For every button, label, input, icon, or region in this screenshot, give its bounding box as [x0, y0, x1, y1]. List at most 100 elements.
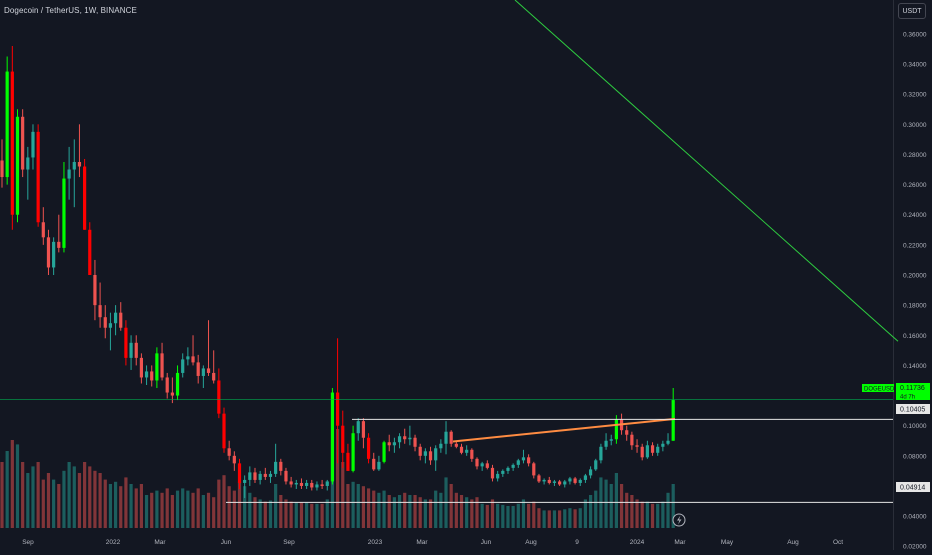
candle-body [578, 479, 582, 483]
candle-body [305, 482, 309, 486]
candle-body [366, 437, 371, 459]
x-tick-label: Jun [221, 539, 232, 546]
drawings[interactable] [0, 0, 899, 503]
candle-body [671, 400, 675, 441]
candle-body [253, 472, 257, 480]
volume-bar [175, 490, 180, 528]
volume-bar [382, 490, 386, 528]
candle-body [527, 457, 531, 464]
volume-bar [537, 508, 541, 528]
candle-body [139, 357, 144, 378]
candle-body [516, 460, 520, 465]
volume-bar [217, 479, 221, 528]
candle-body [470, 449, 474, 459]
candle-body [83, 166, 87, 230]
candle-body [465, 449, 469, 453]
volume-bar [521, 499, 526, 528]
x-tick-label: Aug [787, 539, 799, 546]
candle-body [552, 481, 557, 483]
volume-bar [144, 495, 149, 528]
candle-body [299, 482, 304, 486]
volume-bar [274, 484, 278, 528]
volume-bar [609, 484, 613, 528]
volume-bar [454, 492, 458, 528]
x-tick-label: Mar [154, 539, 166, 546]
volume-bar [650, 503, 655, 528]
volume-bar [268, 500, 273, 528]
candle-body [475, 458, 479, 467]
volume-bar [351, 481, 355, 528]
volume-bar [21, 462, 25, 528]
candle-body [434, 448, 438, 461]
candle-body [661, 443, 665, 447]
candle-body [134, 342, 138, 358]
candle-body [98, 305, 102, 318]
green-trendline [514, 0, 899, 342]
x-tick-label: 2024 [630, 539, 645, 546]
volume-bar [212, 497, 216, 528]
volume-bar [614, 473, 618, 528]
volume-bar [320, 503, 324, 528]
y-tick-label: 0.18000 [903, 303, 927, 310]
alert-icon[interactable] [672, 513, 686, 527]
candle-body [490, 467, 495, 479]
candle-body [325, 481, 329, 486]
volume-bar [227, 486, 231, 528]
candle-body [181, 359, 185, 373]
candle-body [568, 478, 572, 482]
currency-button[interactable]: USDT [898, 3, 926, 19]
volume-bar [103, 479, 107, 528]
candle-body [258, 473, 262, 480]
volume-bar [341, 462, 345, 528]
candle-body [413, 437, 417, 447]
candle-body [387, 442, 391, 446]
volume-bar [201, 495, 205, 528]
candle-body [119, 312, 123, 328]
volume-bar [516, 503, 520, 528]
candle-body [392, 442, 396, 446]
candle-body [501, 470, 505, 474]
volume-bar [423, 499, 427, 528]
support-price-tag: 0.04914 [900, 485, 925, 492]
candle-body [640, 446, 644, 458]
volume-bar [237, 481, 242, 528]
volume-bar [671, 484, 675, 528]
volume-bar [366, 488, 371, 528]
candle-body [196, 362, 200, 376]
candle-body [563, 481, 567, 485]
x-tick-label: Sep [22, 539, 34, 546]
candle-body [444, 431, 448, 444]
volume-bar [346, 484, 350, 528]
candle-body [532, 463, 536, 476]
y-tick-label: 0.14000 [903, 363, 927, 370]
volume-bar [181, 488, 185, 528]
symbol-tag: DOGEUSDT [864, 387, 898, 393]
volume-bar [160, 492, 164, 528]
volume-bar [583, 499, 588, 528]
volume-bar [558, 510, 562, 528]
candle-body [15, 116, 20, 215]
candle-body [222, 413, 226, 449]
volume-bar [88, 466, 92, 528]
symbol-tag-bg [862, 384, 894, 392]
candle-body [666, 440, 670, 444]
volume-bars [0, 429, 675, 528]
volume-bar [98, 473, 102, 528]
volume-bar [666, 492, 670, 528]
candle-body [201, 368, 205, 376]
support-tag-bg [896, 482, 930, 492]
last-price-tag-bg [896, 383, 930, 392]
candle-body [614, 419, 618, 440]
volume-bar [52, 479, 56, 528]
candle-body [103, 317, 107, 328]
candle-body [217, 380, 221, 414]
volume-bar [299, 502, 304, 528]
candle-body [511, 464, 515, 468]
time-axis[interactable]: Sep 2022 Mar Jun Sep 2023 Mar Jun Aug 9 2024 Mar May… [22, 539, 843, 546]
volume-bar [289, 501, 293, 528]
volume-bar [542, 510, 546, 528]
candle-body [496, 473, 500, 479]
candle-body [573, 478, 577, 483]
candle-body [67, 169, 71, 179]
